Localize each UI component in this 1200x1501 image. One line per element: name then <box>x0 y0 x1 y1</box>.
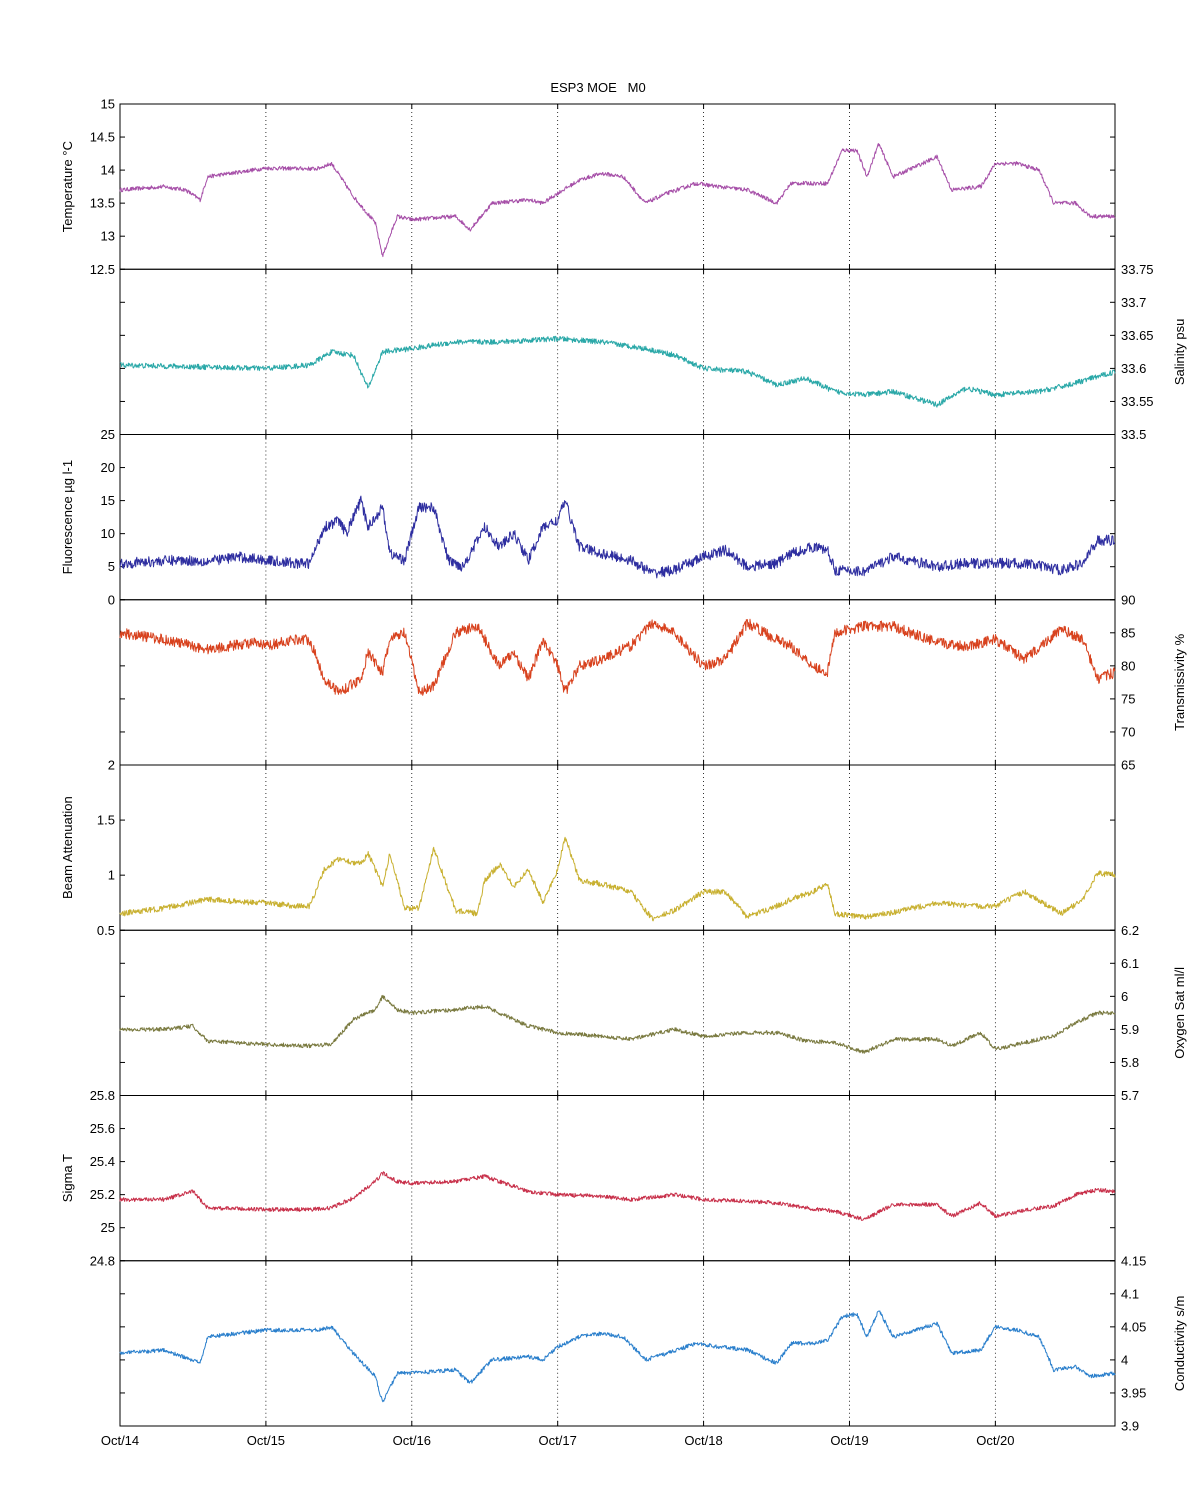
y-tick-label: 6 <box>1121 989 1128 1004</box>
x-tick-label: Oct/19 <box>830 1433 868 1448</box>
y-tick-label: 0 <box>108 592 115 607</box>
x-tick-label: Oct/18 <box>684 1433 722 1448</box>
y-tick-label: 1 <box>108 868 115 883</box>
y-axis-label: Fluorescence µg l-1 <box>60 460 75 574</box>
y-tick-label: 33.55 <box>1121 394 1154 409</box>
y-tick-label: 33.6 <box>1121 361 1146 376</box>
y-tick-label: 15 <box>101 493 115 508</box>
y-tick-label: 4.05 <box>1121 1319 1146 1334</box>
chart-title: ESP3 MOE M0 <box>550 80 645 95</box>
series-line-beam_attenuation <box>119 836 1116 922</box>
y-axis-label: Sigma T <box>60 1154 75 1202</box>
y-tick-label: 2 <box>108 758 115 773</box>
y-tick-label: 6.1 <box>1121 956 1139 971</box>
y-tick-label: 33.7 <box>1121 295 1146 310</box>
panel-frame <box>119 1260 1116 1427</box>
y-tick-label: 3.9 <box>1121 1419 1139 1434</box>
y-tick-label: 25.2 <box>90 1187 115 1202</box>
y-tick-label: 33.5 <box>1121 427 1146 442</box>
x-axis: Oct/14 Oct/15 Oct/16 Oct/17 Oct/18 Oct/19 Oct/… <box>101 1433 1015 1448</box>
y-tick-label: 13.5 <box>90 196 115 211</box>
y-axis-label: Conductivity s/m <box>1172 1296 1187 1391</box>
y-tick-label: 1.5 <box>97 813 115 828</box>
x-tick-label: Oct/17 <box>539 1433 577 1448</box>
y-tick-label: 3.95 <box>1121 1385 1146 1400</box>
panel-conductivity: 3.9 3.95 4 4.05 4.1 4.15 Conductivity s/m <box>119 1253 1187 1434</box>
y-tick-label: 10 <box>101 526 115 541</box>
y-tick-label: 25.8 <box>90 1088 115 1103</box>
y-axis-label: Beam Attenuation <box>60 796 75 899</box>
series-line-salinity <box>119 335 1116 408</box>
series-line-conductivity <box>119 1310 1116 1403</box>
y-tick-label: 0.5 <box>97 923 115 938</box>
x-tick-label: Oct/15 <box>247 1433 285 1448</box>
y-tick-label: 20 <box>101 460 115 475</box>
y-axis-label: Oxygen Sat ml/l <box>1172 967 1187 1059</box>
y-tick-label: 25.6 <box>90 1121 115 1136</box>
y-axis-label: Salinity psu <box>1172 319 1187 385</box>
y-tick-label: 33.75 <box>1121 262 1154 277</box>
y-tick-label: 5.9 <box>1121 1022 1139 1037</box>
y-tick-label: 14.5 <box>90 130 115 145</box>
y-tick-label: 5.7 <box>1121 1088 1139 1103</box>
y-tick-label: 15 <box>101 97 115 112</box>
y-axis-label: Transmissivity % <box>1172 633 1187 730</box>
y-tick-label: 13 <box>101 229 115 244</box>
x-tick-label: Oct/20 <box>976 1433 1014 1448</box>
x-tick-label: Oct/16 <box>393 1433 431 1448</box>
y-tick-label: 25.4 <box>90 1154 115 1169</box>
y-tick-label: 14 <box>101 163 115 178</box>
y-tick-label: 33.65 <box>1121 328 1154 343</box>
y-tick-label: 70 <box>1121 724 1135 739</box>
series-line-sigma_t <box>119 1171 1116 1221</box>
y-tick-label: 5 <box>108 559 115 574</box>
y-tick-label: 4.15 <box>1121 1253 1146 1268</box>
panel-oxygen_sat: 5.7 5.8 5.9 6 6.1 6.2 Oxygen Sat ml/l <box>119 923 1187 1103</box>
y-tick-label: 90 <box>1121 592 1135 607</box>
y-tick-label: 80 <box>1121 658 1135 673</box>
y-axis-label: Temperature °C <box>60 141 75 232</box>
x-tick-label: Oct/14 <box>101 1433 139 1448</box>
y-tick-label: 25 <box>101 427 115 442</box>
y-tick-label: 75 <box>1121 691 1135 706</box>
series-line-fluorescence <box>119 495 1116 579</box>
y-tick-label: 12.5 <box>90 262 115 277</box>
y-tick-label: 85 <box>1121 625 1135 640</box>
series-line-oxygen_sat <box>119 994 1116 1054</box>
y-tick-label: 4.1 <box>1121 1286 1139 1301</box>
y-tick-label: 65 <box>1121 758 1135 773</box>
y-tick-label: 4 <box>1121 1352 1128 1367</box>
y-tick-label: 5.8 <box>1121 1055 1139 1070</box>
y-tick-label: 25 <box>101 1220 115 1235</box>
y-tick-label: 24.8 <box>90 1253 115 1268</box>
series-line-transmissivity <box>119 618 1116 696</box>
y-tick-label: 6.2 <box>1121 923 1139 938</box>
series-line-temperature <box>119 143 1116 258</box>
